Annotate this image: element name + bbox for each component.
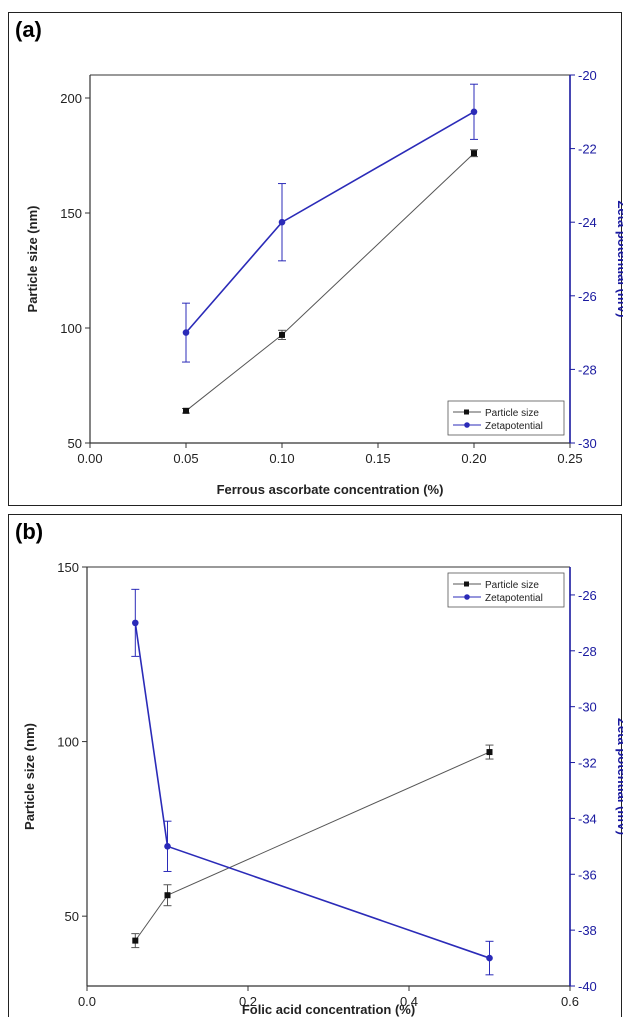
legend-marker-square: [464, 409, 469, 415]
data-point-square: [164, 892, 171, 899]
legend-label: Zetapotential: [485, 593, 543, 604]
legend-label: Particle size: [485, 580, 539, 591]
x-tick-label: 0.00: [77, 451, 102, 466]
chart-panel-b: 0.0 0.2 0.4 0.6 50 100 150 -40 -38 -36 -34 -32 -30 -2…: [8, 514, 623, 1017]
data-point-square: [471, 150, 477, 157]
data-point-circle: [486, 954, 493, 962]
x-tick-label: 0.25: [557, 451, 582, 466]
x-tick-label: 0.20: [461, 451, 486, 466]
panel-label-a: (a): [15, 17, 42, 42]
data-point-circle: [278, 218, 286, 226]
y2-tick-label: -38: [578, 923, 597, 938]
data-point-circle: [182, 329, 190, 336]
y2-tick-label: -36: [578, 867, 597, 882]
series-line-1: [134, 622, 490, 959]
data-point-circle: [470, 108, 478, 116]
data-point-square: [132, 937, 139, 944]
y2-axis-title: Zeta potential (mV): [615, 718, 623, 835]
y2-tick-label: -40: [578, 979, 597, 994]
y2-tick-label: -22: [578, 142, 597, 157]
chart-b-svg: 0.0 0.2 0.4 0.6 50 100 150 -40 -38 -36 -34 -32 -30 -2…: [22, 560, 623, 1017]
y2-tick-label: -30: [578, 700, 597, 715]
x-axis-title: Folic acid concentration (%): [242, 1002, 415, 1017]
y-tick-label: 50: [65, 909, 79, 924]
chart-a-svg: 0.00 0.05 0.10 0.15 0.20 0.25 50 100 150 200 -30 -2…: [25, 68, 623, 497]
x-tick-label: 0.05: [173, 451, 198, 466]
y-tick-label: 100: [60, 321, 82, 336]
chart-panel-a: 0.00 0.05 0.10 0.15 0.20 0.25 50 100 150 200 -30 -2…: [8, 12, 623, 506]
y2-tick-label: -24: [578, 215, 597, 230]
series-line-0: [134, 751, 490, 941]
y2-tick-label: -32: [578, 756, 597, 771]
y2-tick-label: -34: [578, 811, 597, 826]
y-tick-label: 150: [60, 206, 82, 221]
y-tick-label: 200: [60, 91, 82, 106]
y-axis-title: Particle size (nm): [25, 206, 40, 313]
legend-marker-circle: [464, 422, 470, 428]
legend-marker-square: [464, 581, 469, 587]
data-point-circle: [132, 619, 139, 627]
x-tick-label: 0.4: [400, 994, 418, 1009]
legend-label: Zetapotential: [485, 421, 543, 432]
y2-tick-label: -28: [578, 644, 597, 659]
y2-tick-label: -28: [578, 362, 597, 377]
x-tick-label: 0.2: [239, 994, 257, 1009]
y-tick-label: 150: [57, 560, 79, 575]
data-point-square: [486, 749, 493, 756]
legend-label: Particle size: [485, 408, 539, 419]
y2-axis-title: Zeta potential (mV): [615, 200, 623, 317]
x-axis-title: Ferrous ascorbate concentration (%): [217, 482, 444, 497]
y2-tick-label: -20: [578, 68, 597, 83]
x-tick-label: 0.15: [365, 451, 390, 466]
y-tick-label: 100: [57, 735, 79, 750]
x-tick-label: 0.10: [269, 451, 294, 466]
series-line-1: [185, 111, 475, 334]
data-point-circle: [164, 843, 171, 850]
y2-tick-label: -30: [578, 436, 597, 451]
data-point-square: [279, 331, 285, 338]
panel-label-b: (b): [15, 519, 44, 544]
y2-tick-label: -26: [578, 588, 597, 603]
data-point-square: [183, 407, 189, 414]
legend-box: [447, 400, 565, 436]
x-tick-label: 0.6: [561, 994, 579, 1009]
legend-box: [447, 572, 565, 608]
y2-tick-label: -26: [578, 289, 597, 304]
y-axis-title: Particle size (nm): [22, 723, 37, 830]
legend-marker-circle: [464, 594, 470, 600]
x-tick-label: 0.0: [78, 994, 96, 1009]
y-tick-label: 50: [68, 436, 82, 451]
